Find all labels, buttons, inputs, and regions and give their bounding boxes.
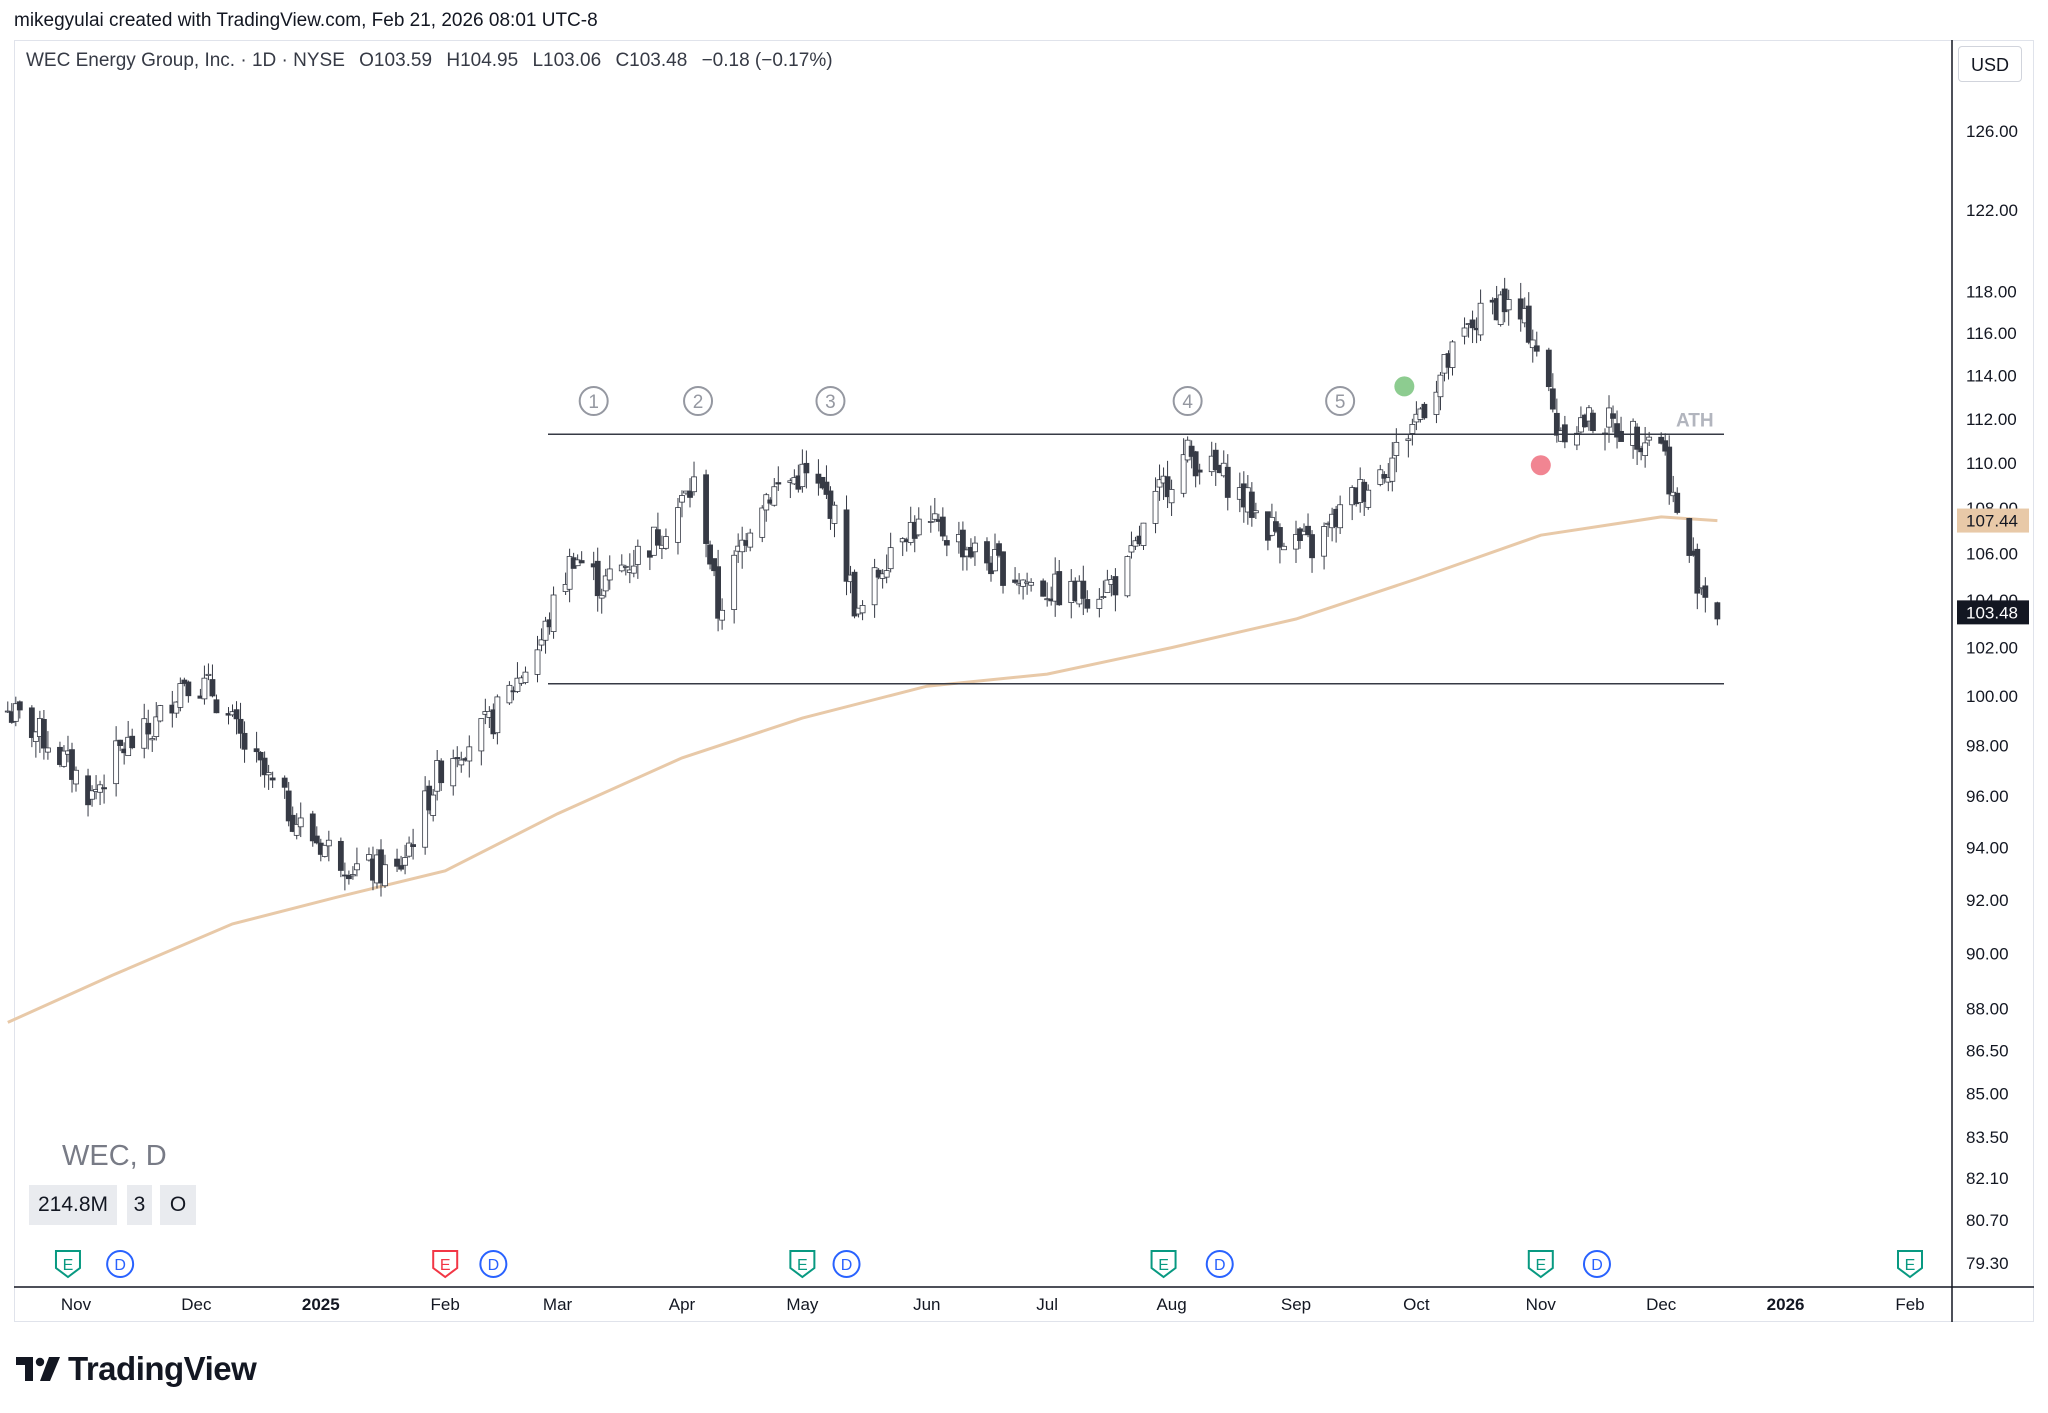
candle-up (4, 710, 11, 713)
tradingview-logo-icon (16, 1357, 60, 1381)
brand-name: TradingView (68, 1350, 257, 1387)
legend-low: L103.06 (532, 50, 602, 71)
volume-count: 3 (127, 1185, 152, 1225)
volume-value: 214.8M (29, 1185, 117, 1225)
legend-change: −0.18 (−0.17%) (701, 50, 833, 71)
volume-option[interactable]: O (160, 1185, 196, 1225)
symbol-legend: WEC Energy Group, Inc. · 1D · NYSE O103.… (26, 50, 842, 72)
symbol-watermark: WEC, D (62, 1140, 167, 1172)
tradingview-logo[interactable]: TradingView (16, 1350, 257, 1388)
legend-open: O103.59 (359, 50, 433, 71)
legend-close: C103.48 (615, 50, 688, 71)
chart-caption: mikegyulai created with TradingView.com,… (14, 10, 598, 31)
currency-button[interactable]: USD (1958, 46, 2022, 82)
chart-frame (14, 40, 2034, 1322)
legend-symbol[interactable]: WEC Energy Group, Inc. · 1D · NYSE (26, 50, 345, 71)
legend-high: H104.95 (446, 50, 519, 71)
